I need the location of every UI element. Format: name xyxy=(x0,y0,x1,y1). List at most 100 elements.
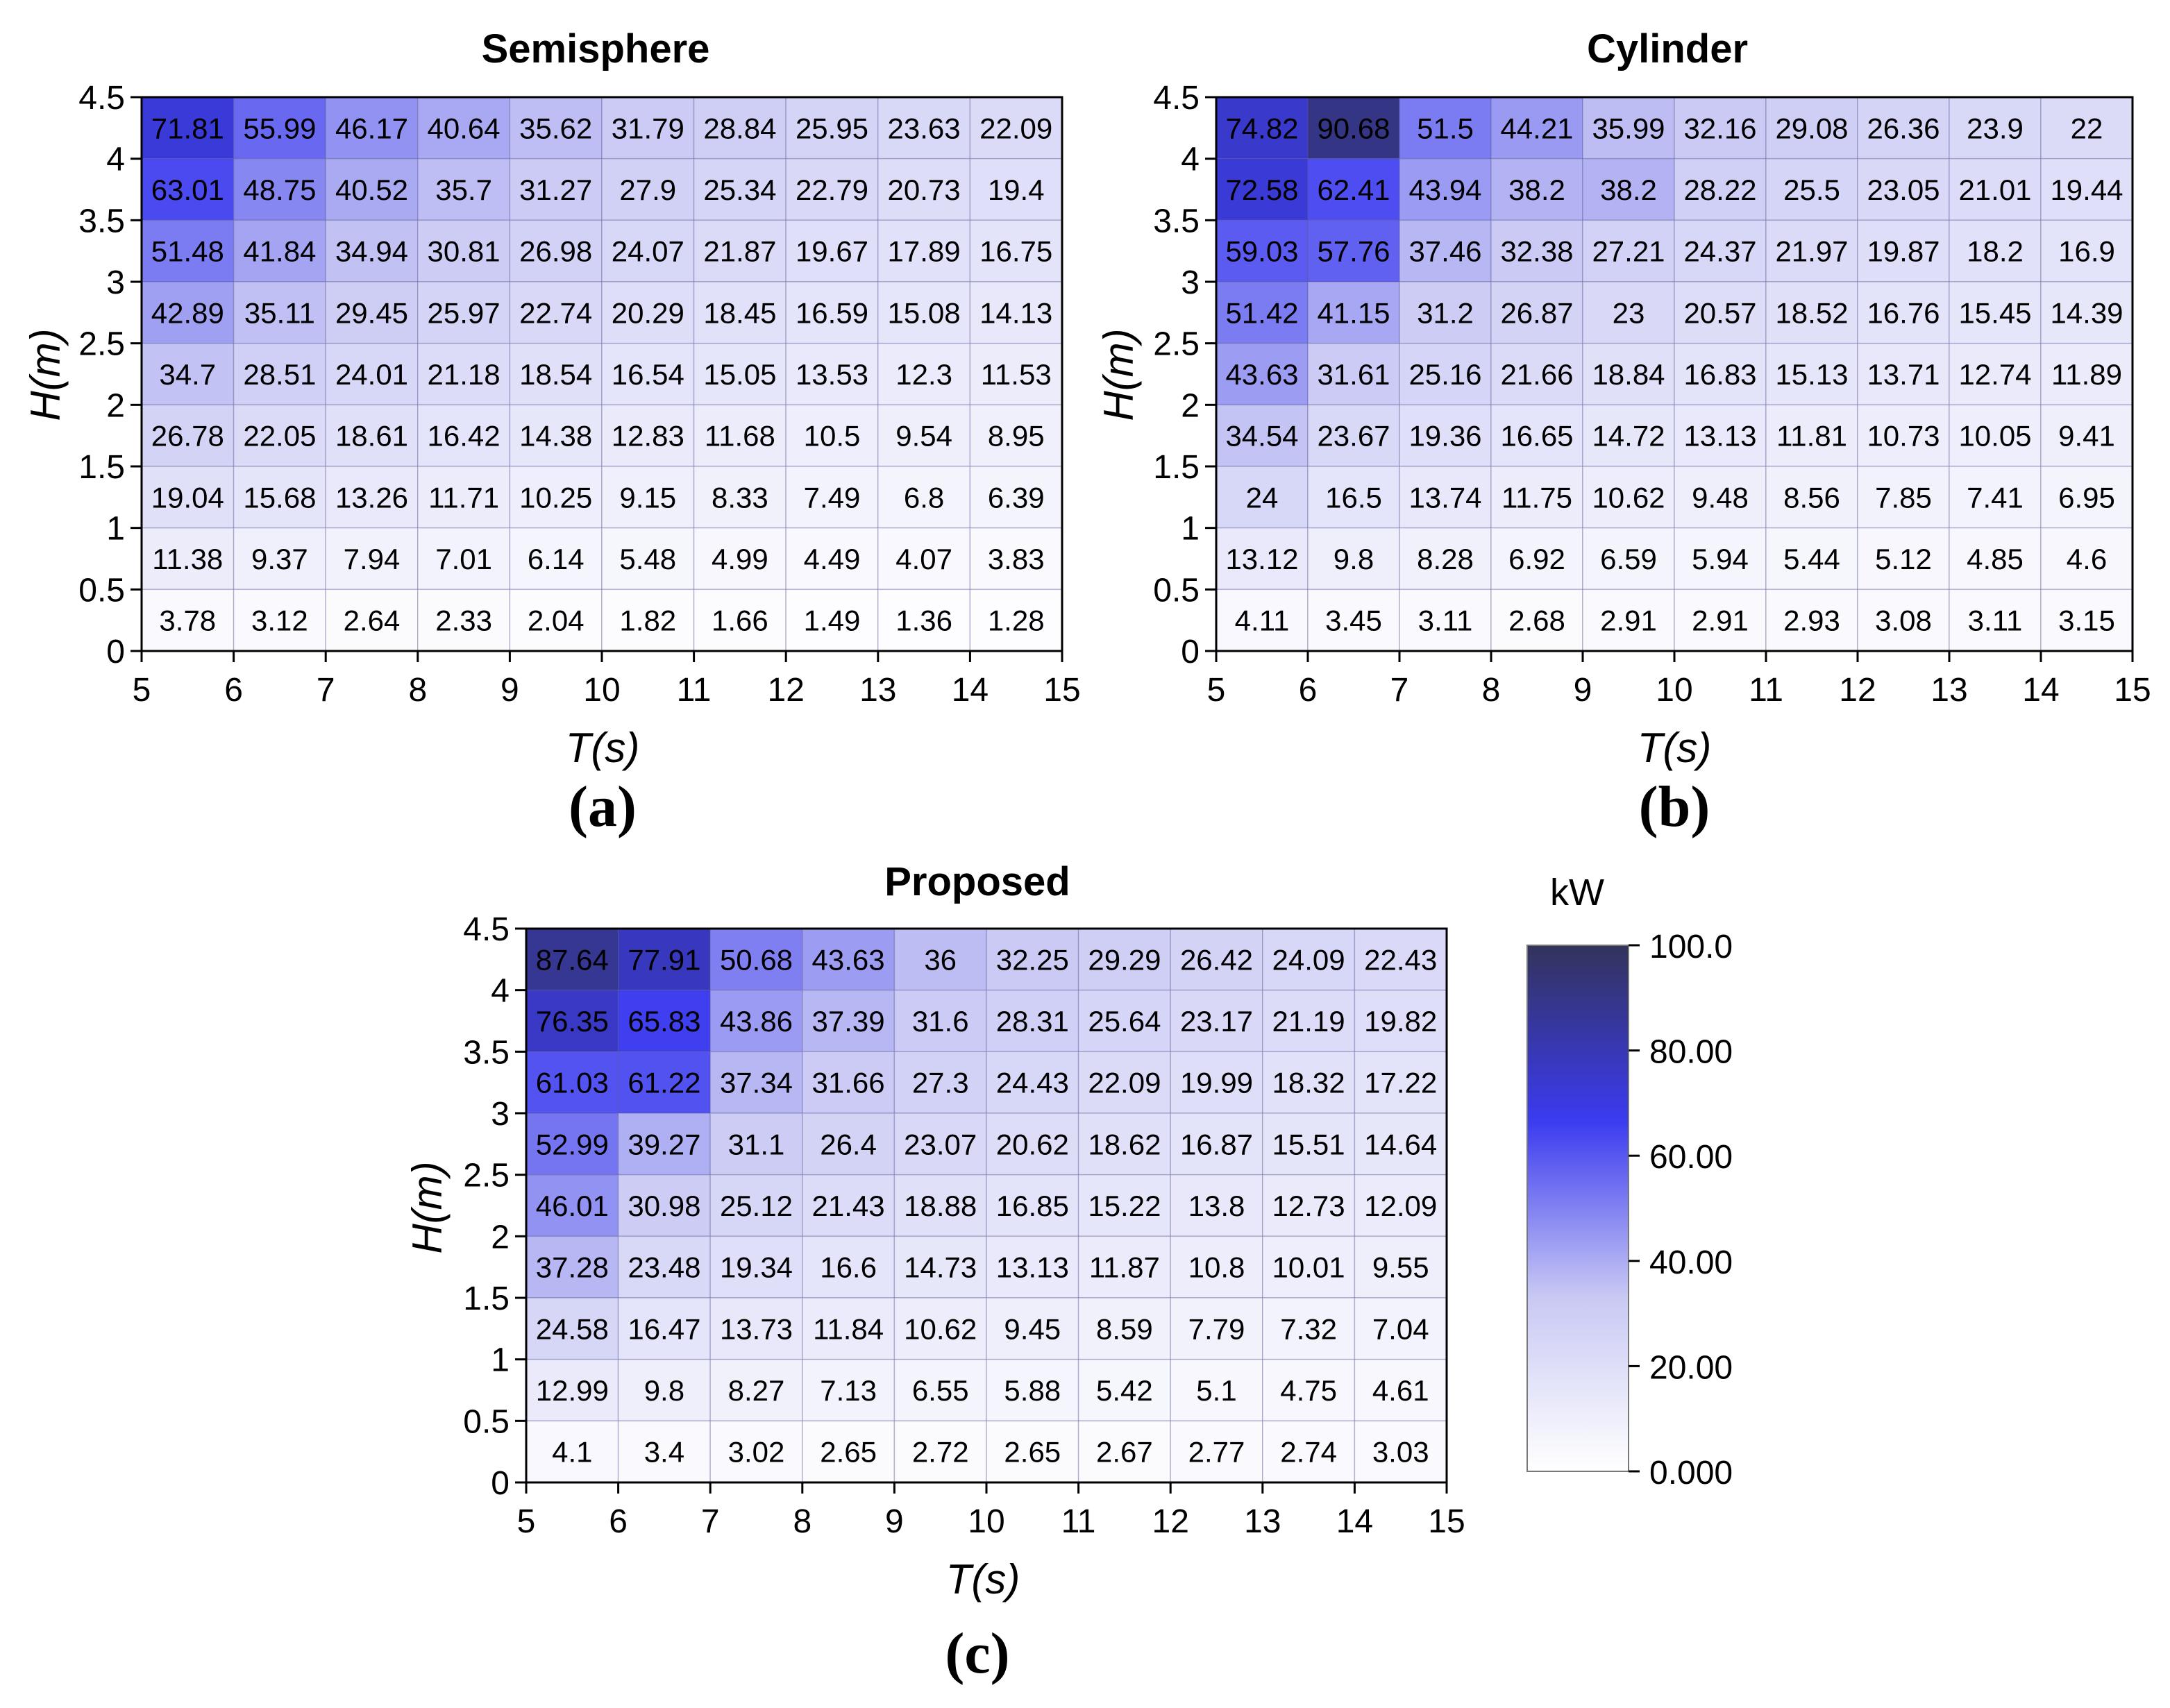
cell-value: 2.65 xyxy=(820,1436,877,1469)
cell-value: 18.2 xyxy=(1967,235,2024,268)
cell-value: 18.88 xyxy=(904,1190,977,1222)
cell-value: 16.54 xyxy=(612,358,684,391)
cell-value: 46.01 xyxy=(536,1190,609,1222)
heatmap-cell xyxy=(986,989,1079,1053)
cell-value: 8.56 xyxy=(1783,481,1840,514)
cell-value: 50.68 xyxy=(720,943,793,976)
heatmap-cell xyxy=(1765,589,1858,652)
cell-value: 39.27 xyxy=(628,1128,700,1160)
cell-value: 3.78 xyxy=(159,604,216,637)
cell-value: 41.15 xyxy=(1317,296,1390,329)
heatmap-cell xyxy=(1307,342,1400,406)
heatmap-cell xyxy=(2040,158,2133,221)
heatmap-cell xyxy=(986,928,1079,991)
heatmap-cell xyxy=(802,1174,895,1237)
heatmap-cell xyxy=(693,466,787,529)
cell-value: 41.84 xyxy=(243,235,316,268)
cell-value: 34.7 xyxy=(159,358,216,391)
cell-value: 22.79 xyxy=(796,174,868,206)
cell-value: 11.89 xyxy=(2051,358,2122,391)
heatmap-cell xyxy=(1307,527,1400,591)
cell-value: 18.45 xyxy=(703,296,776,329)
heatmap-cell xyxy=(617,1235,711,1299)
cell-value: 15.22 xyxy=(1088,1190,1161,1222)
cell-value: 24 xyxy=(1246,481,1279,514)
cell-value: 37.39 xyxy=(812,1005,885,1038)
heatmap-cell xyxy=(1490,219,1583,282)
colorbar-unit: kW xyxy=(1550,872,1604,913)
cell-value: 2.77 xyxy=(1188,1436,1245,1469)
cell-value: 10.5 xyxy=(804,420,861,453)
x-tick-label: 15 xyxy=(2114,672,2151,709)
heatmap-cell xyxy=(617,1358,711,1422)
x-tick-label: 7 xyxy=(1390,672,1409,709)
heatmap-cell xyxy=(1399,466,1492,529)
cell-value: 11.87 xyxy=(1089,1251,1160,1284)
heatmap-cell xyxy=(1307,219,1400,282)
cell-value: 19.44 xyxy=(2050,174,2123,206)
heatmap-cell xyxy=(1674,466,1767,529)
heatmap-cell xyxy=(1216,281,1309,344)
chart-title: Proposed xyxy=(884,859,1070,904)
x-tick-label: 7 xyxy=(317,672,335,709)
cell-value: 21.87 xyxy=(703,235,776,268)
cell-value: 15.51 xyxy=(1272,1128,1345,1160)
cell-value: 55.99 xyxy=(243,112,316,144)
cell-value: 10.73 xyxy=(1867,420,1940,453)
heatmap-cell xyxy=(893,1358,987,1422)
cell-value: 29.29 xyxy=(1088,943,1161,976)
cell-value: 16.83 xyxy=(1683,358,1756,391)
heatmap-cell xyxy=(785,96,879,160)
heatmap-cell xyxy=(1857,466,1950,529)
cell-value: 2.65 xyxy=(1004,1436,1061,1469)
cell-value: 51.42 xyxy=(1225,296,1298,329)
y-tick-label: 4.5 xyxy=(1153,80,1200,117)
cell-value: 87.64 xyxy=(536,943,609,976)
cell-value: 22.09 xyxy=(979,112,1052,144)
cell-value: 3.08 xyxy=(1875,604,1932,637)
heatmap-cell xyxy=(325,281,419,344)
heatmap-cell xyxy=(417,589,511,652)
cell-value: 10.62 xyxy=(904,1312,977,1345)
heatmap-cell xyxy=(785,527,879,591)
cell-value: 2.91 xyxy=(1692,604,1749,637)
cell-value: 10.8 xyxy=(1188,1251,1245,1284)
heatmap-cell xyxy=(525,1420,619,1483)
y-tick-label: 1 xyxy=(1181,511,1200,548)
cell-value: 31.61 xyxy=(1317,358,1390,391)
cell-value: 31.79 xyxy=(612,112,684,144)
cell-value: 7.79 xyxy=(1188,1312,1245,1345)
x-tick-label: 14 xyxy=(2022,672,2059,709)
cell-value: 37.34 xyxy=(720,1067,793,1099)
heatmap-cell xyxy=(1077,1420,1171,1483)
heatmap-cell xyxy=(1582,404,1675,467)
cell-value: 32.25 xyxy=(996,943,1069,976)
heatmap-cell xyxy=(893,1113,987,1176)
cell-value: 6.14 xyxy=(528,543,584,575)
heatmap-cell xyxy=(1490,158,1583,221)
cell-value: 3.15 xyxy=(2058,604,2115,637)
cell-value: 4.99 xyxy=(712,543,768,575)
heatmap-cell xyxy=(1262,1051,1356,1114)
heatmap-cell xyxy=(1949,404,2042,467)
cell-value: 10.62 xyxy=(1592,481,1665,514)
cell-value: 19.87 xyxy=(1867,235,1940,268)
x-tick-label: 8 xyxy=(1482,672,1501,709)
cell-value: 19.04 xyxy=(151,481,224,514)
y-tick-label: 2 xyxy=(1181,387,1200,424)
heatmap-panel-proposed: Proposed 87.64 77.91 50.68 43.63 36 32.25 29.2… xyxy=(404,859,1465,1686)
y-tick-label: 2.5 xyxy=(78,326,125,363)
heatmap-cell xyxy=(986,1420,1079,1483)
cell-value: 10.01 xyxy=(1272,1251,1345,1284)
cell-value: 20.57 xyxy=(1683,296,1756,329)
cell-value: 1.36 xyxy=(895,604,952,637)
heatmap-cell xyxy=(893,1174,987,1237)
heatmap-cell xyxy=(601,589,695,652)
cell-value: 4.75 xyxy=(1280,1374,1337,1407)
cell-value: 22 xyxy=(2071,112,2103,144)
heatmap-cell xyxy=(1354,928,1447,991)
heatmap-cell xyxy=(986,1235,1079,1299)
heatmap-cell xyxy=(1949,466,2042,529)
heatmap-cell xyxy=(693,96,787,160)
heatmap-cell xyxy=(877,404,971,467)
